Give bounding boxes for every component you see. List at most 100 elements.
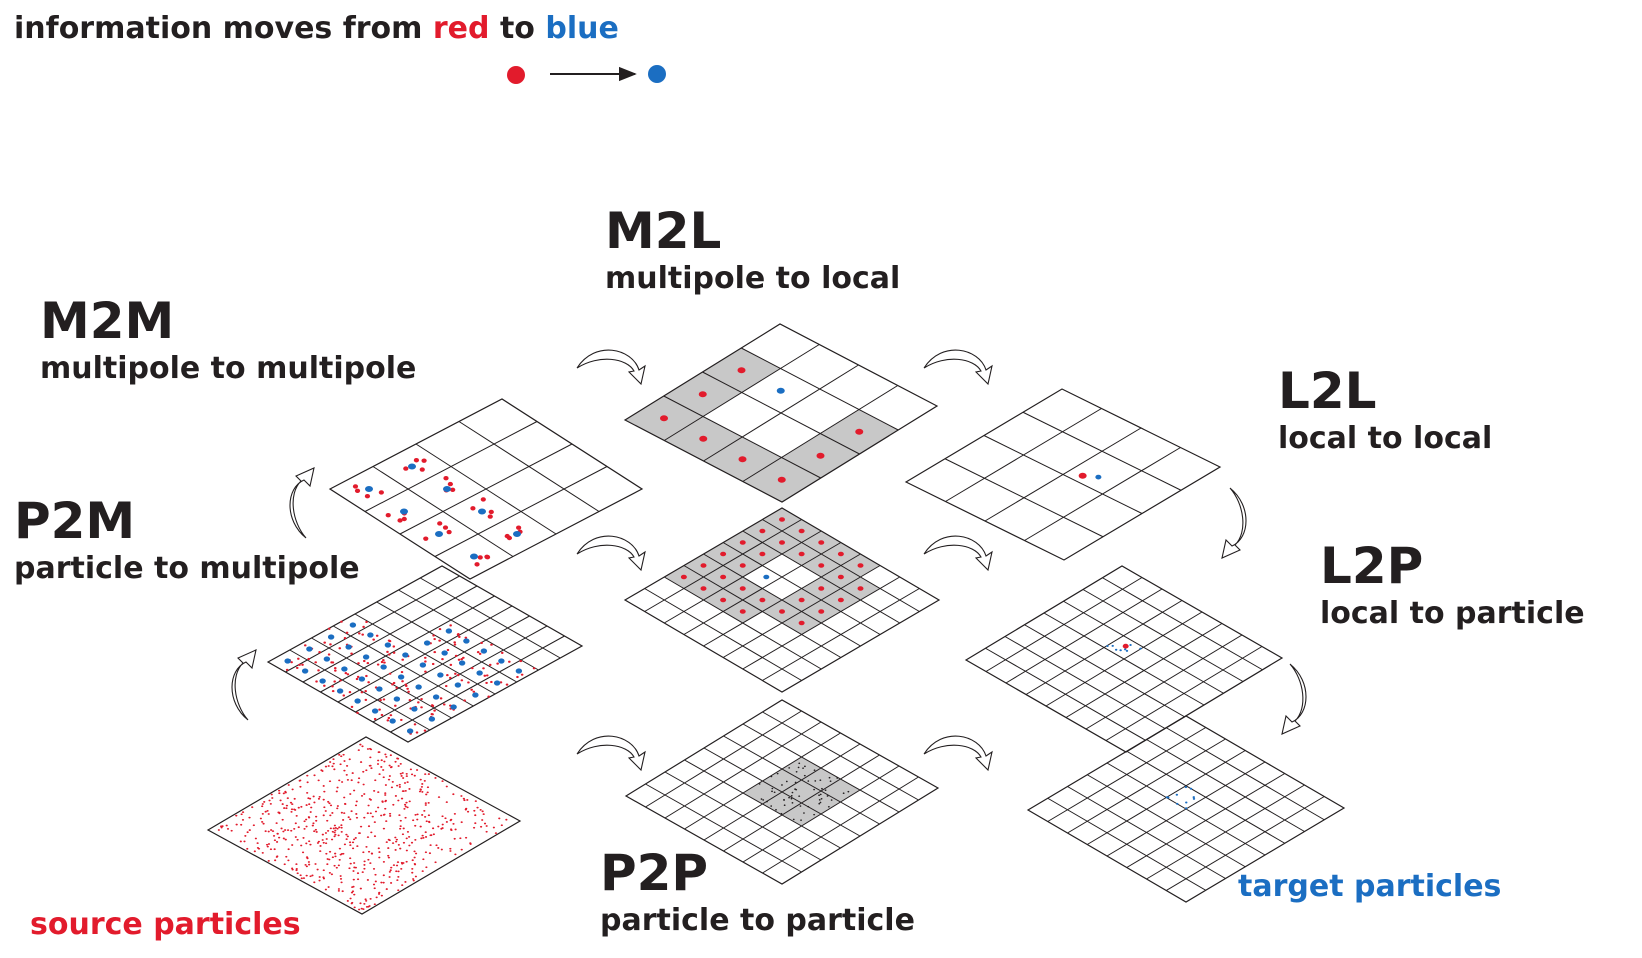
- red-particle: [339, 679, 342, 682]
- grid-line: [1022, 411, 1182, 491]
- red-particle: [413, 723, 417, 726]
- source-particle: [340, 826, 343, 829]
- source-particle: [414, 824, 417, 827]
- red-particle: [477, 555, 483, 560]
- source-particle: [291, 788, 294, 791]
- blue-multipole: [515, 668, 523, 674]
- red-particle: [508, 660, 511, 663]
- source-particle: [343, 796, 346, 799]
- red-particle: [397, 518, 403, 523]
- arrow-m2m-to-mid: [576, 535, 646, 572]
- red-multipole: [739, 609, 746, 614]
- source-particle: [338, 858, 341, 861]
- source-particle: [304, 863, 307, 866]
- source-particle: [269, 848, 273, 851]
- source-particle: [400, 868, 403, 870]
- red-multipole: [798, 528, 805, 534]
- source-particle: [396, 879, 399, 882]
- red-particle: [346, 673, 350, 676]
- source-particle: [359, 887, 362, 890]
- source-particle: [429, 844, 432, 847]
- source-particle: [482, 813, 485, 816]
- source-particle: [340, 824, 343, 827]
- source-particle: [402, 777, 405, 779]
- source-particle: [412, 879, 415, 882]
- red-particle: [433, 650, 437, 654]
- target-particles-label: target particles: [1238, 869, 1501, 904]
- red-multipole: [759, 551, 766, 557]
- red-particle: [350, 652, 353, 655]
- source-particle: [279, 799, 282, 802]
- source-particle: [350, 891, 354, 894]
- grid-line: [703, 364, 859, 462]
- source-particle: [314, 863, 317, 865]
- red-particle: [334, 669, 337, 672]
- source-particle: [441, 815, 444, 818]
- source-particle: [424, 816, 427, 818]
- source-particle: [251, 806, 254, 809]
- source-particle: [275, 822, 278, 825]
- red-particle: [383, 661, 386, 664]
- source-particle: [261, 812, 264, 815]
- red-particle: [500, 651, 504, 654]
- source-particle: [453, 837, 456, 840]
- red-particle: [460, 658, 464, 661]
- source-particle: [366, 748, 370, 750]
- source-particle: [397, 889, 400, 892]
- source-particle: [363, 793, 366, 795]
- red-particle: [406, 687, 409, 690]
- neighbour-particle: [791, 791, 794, 794]
- source-particle: [380, 894, 383, 897]
- source-particle: [407, 835, 411, 838]
- blue-multipole: [513, 531, 521, 537]
- source-particle: [359, 761, 363, 763]
- source-particle: [360, 794, 364, 797]
- source-particle: [230, 829, 233, 832]
- neighbour-particle: [829, 780, 832, 782]
- source-particle: [338, 779, 341, 782]
- source-particle: [395, 864, 399, 867]
- source-particle: [402, 790, 405, 792]
- p2m-desc: particle to multipole: [14, 551, 360, 586]
- source-particle: [273, 839, 277, 842]
- source-particle: [365, 845, 368, 848]
- neighbour-particle: [773, 791, 776, 794]
- red-multipole: [837, 597, 844, 603]
- red-particle: [329, 643, 332, 646]
- neighbour-particle: [821, 787, 823, 790]
- source-particle: [427, 773, 430, 775]
- source-particle: [306, 781, 309, 784]
- source-particle: [424, 851, 428, 854]
- source-particle: [474, 822, 477, 825]
- source-particle: [427, 801, 430, 804]
- source-particle: [240, 823, 243, 826]
- source-particle: [479, 825, 483, 828]
- source-particle: [329, 827, 332, 830]
- grid-line: [458, 421, 600, 512]
- red-particle: [355, 677, 359, 681]
- red-multipole: [739, 563, 746, 568]
- red-particle: [340, 620, 343, 623]
- source-particle: [395, 870, 398, 873]
- source-particle: [449, 850, 452, 852]
- source-particle: [283, 807, 286, 809]
- source-particle: [308, 840, 311, 843]
- red-particle: [446, 648, 450, 652]
- source-particle: [362, 770, 365, 773]
- source-particle: [413, 850, 416, 853]
- source-particle: [377, 806, 380, 809]
- source-particle: [369, 756, 372, 759]
- target-particle: [1185, 801, 1188, 804]
- blue-multipole: [354, 698, 361, 704]
- grid-line: [1065, 623, 1223, 718]
- source-particle: [324, 832, 328, 834]
- source-particle: [425, 793, 428, 796]
- source-particle: [361, 745, 364, 748]
- source-particle: [326, 819, 329, 822]
- red-particle: [484, 554, 491, 560]
- source-particle: [460, 795, 463, 797]
- source-particle: [355, 816, 359, 819]
- blue-multipole: [441, 650, 448, 656]
- source-particle: [425, 866, 428, 869]
- red-particle: [375, 634, 379, 637]
